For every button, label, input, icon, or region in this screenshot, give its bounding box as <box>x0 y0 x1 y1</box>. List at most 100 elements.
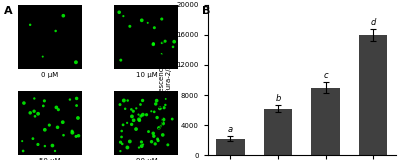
Point <box>35 112 41 115</box>
Point <box>49 144 56 147</box>
Point <box>31 97 38 100</box>
Point <box>41 100 48 102</box>
Point <box>32 115 38 118</box>
Point <box>73 104 80 107</box>
Point <box>151 135 157 137</box>
Point <box>52 30 59 32</box>
Point <box>160 134 166 136</box>
Point <box>144 22 151 24</box>
Point <box>60 14 66 17</box>
Point <box>145 130 152 133</box>
Point <box>133 128 139 130</box>
X-axis label: 10 μM: 10 μM <box>136 72 157 78</box>
Point <box>27 24 33 26</box>
Point <box>138 141 145 143</box>
Point <box>154 116 160 119</box>
Point <box>159 42 165 44</box>
Point <box>152 143 158 145</box>
Point <box>127 25 133 28</box>
Point <box>133 107 140 110</box>
Point <box>150 42 157 45</box>
Point <box>127 140 133 143</box>
Point <box>158 53 165 55</box>
Bar <box>359 35 388 155</box>
X-axis label: 90 μM: 90 μM <box>136 158 157 160</box>
Point <box>130 119 137 122</box>
Point <box>121 99 127 102</box>
Point <box>54 126 61 129</box>
Point <box>151 26 158 29</box>
Point <box>69 131 76 134</box>
Point <box>69 130 75 132</box>
Point <box>128 108 134 111</box>
Point <box>30 137 36 140</box>
Text: c: c <box>323 71 328 80</box>
Point <box>55 108 62 111</box>
Point <box>148 140 155 143</box>
Text: a: a <box>228 125 233 134</box>
Text: B: B <box>202 6 210 16</box>
Point <box>162 40 168 43</box>
Point <box>160 118 167 121</box>
Point <box>118 59 124 61</box>
X-axis label: 0 μM: 0 μM <box>41 72 58 78</box>
Point <box>161 106 167 109</box>
Point <box>140 113 146 116</box>
Point <box>42 145 48 147</box>
Text: b: b <box>275 94 281 103</box>
Point <box>60 134 67 136</box>
Text: A: A <box>4 6 13 16</box>
Point <box>151 111 158 113</box>
Point <box>138 115 144 117</box>
Point <box>138 19 145 22</box>
Point <box>124 99 131 102</box>
Point <box>42 128 48 131</box>
Point <box>154 138 161 140</box>
Bar <box>311 88 340 155</box>
Point <box>21 102 27 104</box>
X-axis label: 50 μM: 50 μM <box>39 158 61 160</box>
Point <box>46 124 52 126</box>
Point <box>158 125 164 128</box>
Bar <box>264 109 292 155</box>
Point <box>160 122 166 125</box>
Point <box>19 140 25 142</box>
Point <box>53 106 60 109</box>
Point <box>73 135 79 138</box>
Point <box>116 11 122 14</box>
Point <box>128 123 135 126</box>
Point <box>40 105 46 107</box>
Point <box>136 118 142 121</box>
Point <box>117 103 123 106</box>
Point <box>117 141 124 144</box>
Point <box>148 110 154 112</box>
Point <box>60 121 66 124</box>
Bar <box>216 139 245 155</box>
Text: d: d <box>370 18 376 27</box>
Point <box>124 146 130 149</box>
Point <box>122 108 128 110</box>
Point <box>154 99 160 102</box>
Point <box>75 134 82 137</box>
Point <box>155 139 161 142</box>
Point <box>158 18 165 20</box>
Point <box>124 122 130 124</box>
Point <box>20 150 26 152</box>
Point <box>136 119 143 122</box>
Point <box>129 115 135 118</box>
Point <box>35 143 41 146</box>
Point <box>136 146 142 149</box>
Point <box>169 118 176 120</box>
Point <box>31 110 37 112</box>
Point <box>150 132 156 135</box>
Point <box>52 150 58 152</box>
Point <box>120 124 126 126</box>
Point <box>120 15 126 17</box>
Point <box>137 103 144 106</box>
Point <box>150 43 156 46</box>
Point <box>140 143 146 146</box>
Point <box>135 113 142 116</box>
Point <box>119 143 126 145</box>
Point <box>171 40 177 43</box>
Point <box>157 107 163 110</box>
